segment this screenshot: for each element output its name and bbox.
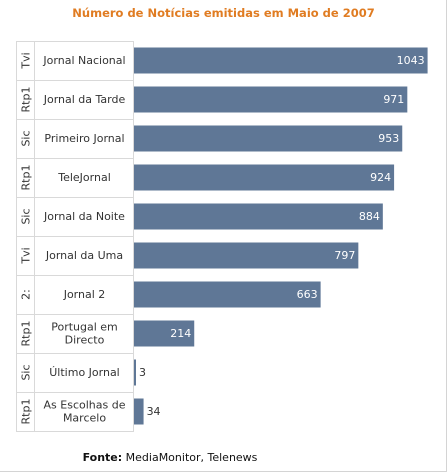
category-label: Último Jornal — [49, 366, 120, 379]
bar — [134, 398, 144, 425]
group-label: Rtp1 — [20, 165, 33, 191]
category-label: Portugal em — [51, 321, 118, 334]
value-label: 797 — [334, 249, 355, 262]
group-label: Rtp1 — [20, 321, 33, 347]
bar — [134, 320, 195, 347]
bar — [134, 164, 395, 191]
bar — [134, 359, 136, 386]
category-label: As Escolhas de — [44, 399, 126, 412]
group-label: Tvi — [20, 247, 33, 264]
group-label: Sic — [20, 130, 33, 146]
category-label: TeleJornal — [57, 171, 111, 184]
bar-chart: Tvi Jornal Nacional 1043 Rtp1 Jornal da Tard… — [16, 41, 428, 432]
value-label: 1043 — [397, 54, 425, 67]
group-label: Sic — [20, 208, 33, 224]
bar — [134, 281, 321, 308]
bar — [134, 203, 383, 230]
group-label: Tvi — [20, 52, 33, 69]
value-label: 34 — [147, 405, 161, 418]
group-label: 2: — [20, 289, 33, 300]
category-label: Jornal da Tarde — [43, 93, 126, 106]
bar — [134, 86, 408, 113]
group-label: Rtp1 — [20, 399, 33, 425]
value-label: 971 — [383, 93, 404, 106]
category-label: Jornal 2 — [63, 288, 106, 301]
category-label: Primeiro Jornal — [44, 132, 124, 145]
value-label: 214 — [170, 327, 191, 340]
group-label: Sic — [20, 364, 33, 380]
bar — [134, 47, 428, 74]
category-label: Jornal da Uma — [45, 249, 123, 262]
value-label: 924 — [370, 171, 391, 184]
value-label: 3 — [139, 366, 146, 379]
value-label: 663 — [297, 288, 318, 301]
value-label: 884 — [359, 210, 380, 223]
chart-title: Número de Notícias emitidas em Maio de 2… — [72, 6, 375, 20]
category-label: Jornal da Noite — [43, 210, 125, 223]
bar — [134, 242, 359, 269]
value-label: 953 — [378, 132, 399, 145]
source-text: MediaMonitor, Telenews — [125, 451, 258, 464]
bar — [134, 125, 403, 152]
category-label: Marcelo — [63, 412, 106, 425]
source-caption: Fonte: MediaMonitor, Telenews — [0, 451, 340, 464]
category-label: Jornal Nacional — [42, 54, 125, 67]
group-label: Rtp1 — [20, 87, 33, 113]
category-label: Directo — [65, 334, 105, 347]
source-label: Fonte: — [82, 451, 123, 464]
